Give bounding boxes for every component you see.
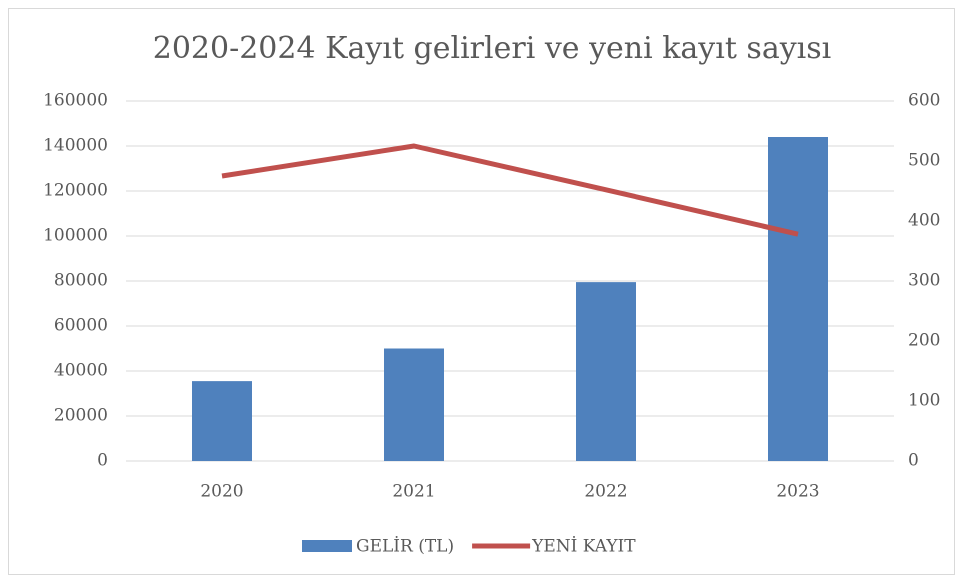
y-tick-label: 60000 [54, 316, 108, 336]
line [221, 143, 799, 237]
legend-label: GELİR (TL) [356, 536, 454, 557]
y-tick-label: 100000 [43, 226, 108, 246]
y2-tick-label: 100 [908, 391, 940, 411]
chart-title: 2020-2024 Kayıt gelirleri ve yeni kayıt … [153, 31, 832, 66]
x-tick-label: 2022 [584, 482, 627, 502]
y2-tick-label: 0 [908, 451, 919, 471]
y2-tick-label: 600 [908, 91, 940, 111]
y-tick-label: 0 [97, 451, 108, 471]
y-tick-label: 20000 [54, 406, 108, 426]
y-tick-label: 160000 [43, 91, 108, 111]
x-tick-label: 2021 [392, 482, 435, 502]
y-tick-label: 120000 [43, 181, 108, 201]
y-tick-label: 40000 [54, 361, 108, 381]
y-tick-label: 80000 [54, 271, 108, 291]
y2-tick-label: 300 [908, 271, 940, 291]
bar [384, 348, 444, 461]
bar [768, 137, 828, 461]
x-tick-label: 2020 [200, 482, 243, 502]
bar [192, 381, 252, 461]
y2-tick-label: 500 [908, 151, 940, 171]
y-tick-label: 140000 [43, 136, 108, 156]
x-tick-label: 2023 [776, 482, 819, 502]
legend-swatch [302, 540, 352, 552]
y2-tick-label: 200 [908, 331, 940, 351]
bar [576, 282, 636, 461]
legend-label: YENİ KAYIT [531, 536, 636, 557]
y2-tick-label: 400 [908, 211, 940, 231]
